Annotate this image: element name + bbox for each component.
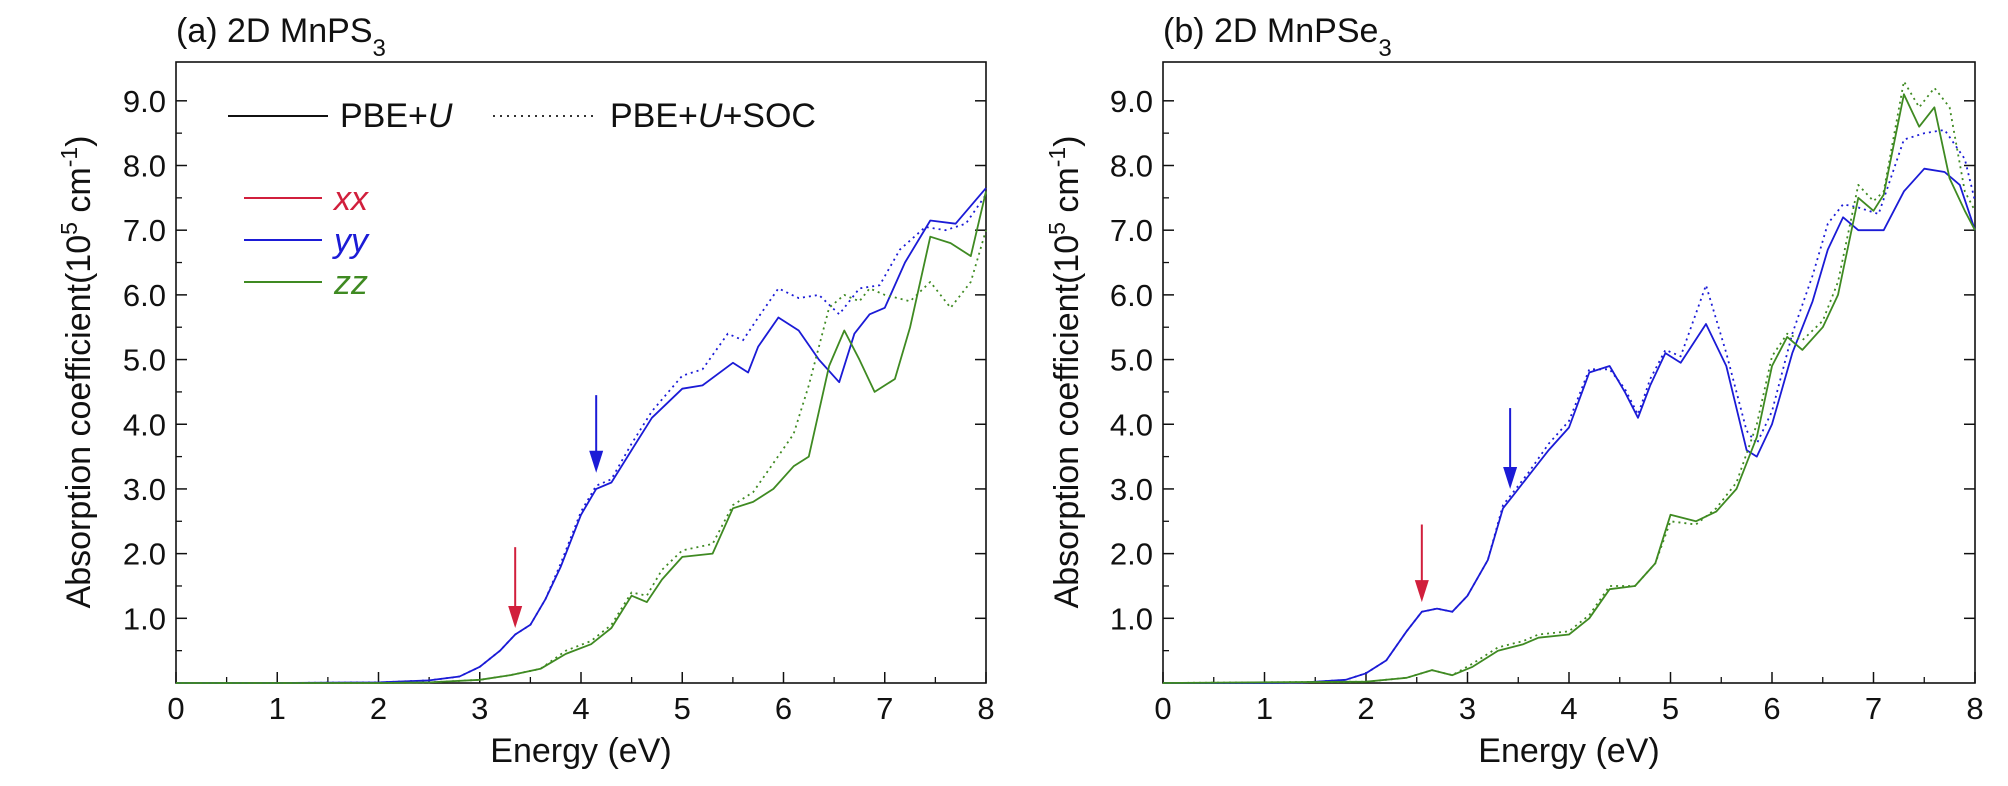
panel-b-series xyxy=(1162,80,1976,684)
panel-b-x-axis-title: Energy (eV) xyxy=(1478,732,1659,770)
panel-a-arrows xyxy=(508,395,604,629)
legend-method-dotted: PBE+U+SOC xyxy=(610,97,816,135)
panel-a-y-tick-label-4: 5.0 xyxy=(123,343,166,378)
panel-a-arrow-yy xyxy=(589,395,604,473)
panel-b-y-tick-label-6: 7.0 xyxy=(1110,213,1153,248)
panel-a-y-tick-label-5: 6.0 xyxy=(123,278,166,313)
panel-b-x-tick-label-3: 3 xyxy=(1459,691,1476,726)
panel-a-y-ticks: 1.0 2.0 3.0 4.0 5.0 6.0 7.0 8.0 9.0 xyxy=(123,84,986,652)
panel-b-x-tick-label-6: 6 xyxy=(1763,691,1780,726)
panel-a-series xyxy=(176,187,987,684)
panel-b: (b) 2D MnPSe3 0 1 2 3 4 5 6 7 8 1.0 2.0 3.0 4.0 5.0 6… xyxy=(1044,12,1984,770)
panel-b-y-tick-label-0: 1.0 xyxy=(1110,601,1153,636)
panel-b-y-tick-label-3: 4.0 xyxy=(1110,407,1153,442)
panel-b-y-tick-label-4: 5.0 xyxy=(1110,343,1153,378)
panel-b-series-zz-dotted xyxy=(1162,80,1976,684)
legend-xx-label: xx xyxy=(332,180,369,218)
panel-b-y-ticks: 1.0 2.0 3.0 4.0 5.0 6.0 7.0 8.0 9.0 xyxy=(1110,84,1975,652)
panel-b-series-zz-solid xyxy=(1162,93,1976,684)
panel-b-x-tick-label-5: 5 xyxy=(1662,691,1679,726)
panel-a-y-axis-title: Absorption coefficient(105 cm-1) xyxy=(56,136,98,609)
panel-a: (a) 2D MnPS3 0 1 2 3 4 5 6 7 8 1.0 2.0 3.0 4.0 5.0 6.… xyxy=(56,12,995,770)
panel-b-arrow-yy xyxy=(1503,408,1518,489)
panel-b-y-axis-title: Absorption coefficient(105 cm-1) xyxy=(1044,136,1086,609)
panel-b-y-tick-label-7: 8.0 xyxy=(1110,149,1153,184)
panel-b-y-tick-label-1: 2.0 xyxy=(1110,537,1153,572)
panel-a-title: (a) 2D MnPS3 xyxy=(176,12,386,62)
panel-a-y-tick-label-6: 7.0 xyxy=(123,213,166,248)
panel-b-x-tick-label-0: 0 xyxy=(1154,691,1171,726)
legend-polarizations: xx yy zz xyxy=(244,180,370,302)
panel-a-series-yy-dotted xyxy=(176,194,987,684)
panel-a-x-tick-label-1: 1 xyxy=(269,691,286,726)
panel-b-y-tick-label-5: 6.0 xyxy=(1110,278,1153,313)
panel-a-y-tick-label-2: 3.0 xyxy=(123,472,166,507)
panel-a-x-tick-label-0: 0 xyxy=(167,691,184,726)
panel-b-y-tick-label-2: 3.0 xyxy=(1110,472,1153,507)
panel-a-y-tick-label-3: 4.0 xyxy=(123,407,166,442)
panel-a-x-ticks: 0 1 2 3 4 5 6 7 8 xyxy=(167,672,995,726)
panel-a-y-tick-label-7: 8.0 xyxy=(123,149,166,184)
panel-b-arrows xyxy=(1414,408,1518,603)
panel-a-x-tick-label-5: 5 xyxy=(674,691,691,726)
panel-b-plot-frame xyxy=(1162,61,1976,684)
panel-b-arrow-xx xyxy=(1414,524,1429,603)
panel-b-y-tick-label-8: 9.0 xyxy=(1110,84,1153,119)
panel-b-x-tick-label-1: 1 xyxy=(1256,691,1273,726)
panel-a-y-tick-label-8: 9.0 xyxy=(123,84,166,119)
legend-methods: PBE+U PBE+U+SOC xyxy=(228,97,816,135)
panel-b-x-tick-label-2: 2 xyxy=(1357,691,1374,726)
panel-b-x-tick-label-4: 4 xyxy=(1560,691,1577,726)
panel-b-series-yy-solid xyxy=(1163,167,1976,684)
panel-a-x-tick-label-8: 8 xyxy=(977,691,994,726)
panel-b-x-tick-label-7: 7 xyxy=(1865,691,1882,726)
panel-a-series-yy-solid xyxy=(176,187,987,684)
panel-a-y-tick-label-1: 2.0 xyxy=(123,537,166,572)
panel-a-x-tick-label-6: 6 xyxy=(775,691,792,726)
panel-b-series-yy-dotted xyxy=(1163,129,1976,684)
panel-b-x-tick-label-8: 8 xyxy=(1966,691,1983,726)
panel-a-x-axis-title: Energy (eV) xyxy=(490,732,671,770)
legend-yy-label: yy xyxy=(332,222,370,260)
panel-a-x-tick-label-4: 4 xyxy=(572,691,589,726)
panel-a-y-tick-label-0: 1.0 xyxy=(123,601,166,636)
panel-b-title: (b) 2D MnPSe3 xyxy=(1163,12,1392,62)
panel-b-x-ticks: 0 1 2 3 4 5 6 7 8 xyxy=(1154,672,1984,726)
panel-a-x-tick-label-3: 3 xyxy=(471,691,488,726)
panel-a-arrow-xx xyxy=(508,547,523,629)
legend-method-solid: PBE+U xyxy=(340,97,453,135)
panel-a-series-zz-dotted xyxy=(176,229,987,684)
panel-a-x-tick-label-7: 7 xyxy=(876,691,893,726)
panel-a-x-tick-label-2: 2 xyxy=(370,691,387,726)
panel-a-series-zz-solid xyxy=(176,191,987,684)
legend-zz-label: zz xyxy=(333,264,368,302)
